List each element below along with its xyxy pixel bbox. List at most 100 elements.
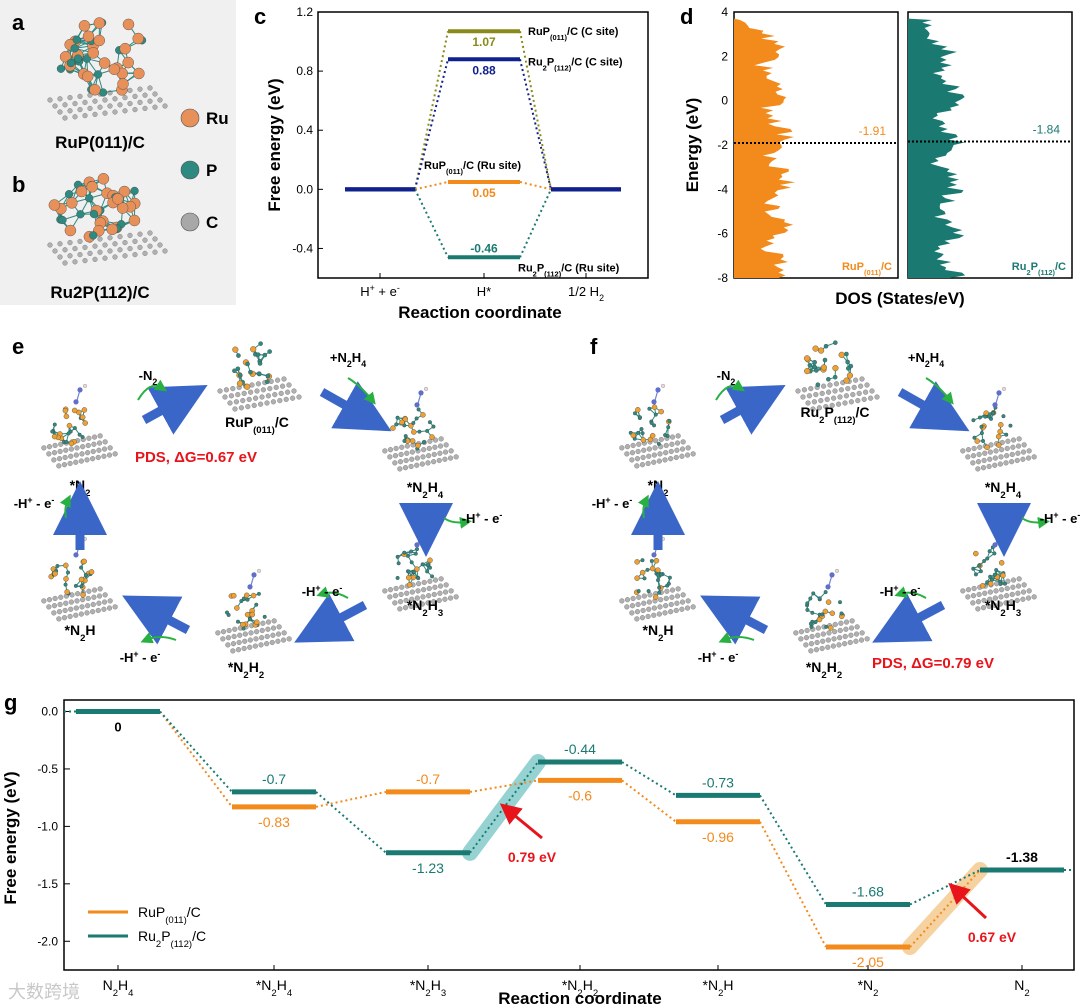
- carbon-atom: [152, 236, 158, 242]
- carbon-atom: [675, 586, 681, 592]
- p-atom: [412, 569, 417, 574]
- label-part: H: [428, 479, 438, 495]
- carbon-atom: [810, 406, 816, 412]
- p-atom: [839, 611, 844, 616]
- carbon-atom: [662, 457, 668, 463]
- carbon-atom: [993, 588, 999, 594]
- label-part: H: [360, 284, 369, 299]
- label-part: +: [133, 649, 138, 659]
- p-atom: [665, 583, 670, 588]
- carbon-atom: [147, 98, 153, 104]
- n-atom: [829, 572, 835, 578]
- carbon-atom: [1016, 576, 1022, 582]
- carbon-atom: [80, 597, 86, 603]
- step-label: -H+ - e-: [462, 510, 503, 526]
- label-part: 2: [925, 359, 930, 369]
- carbon-atom: [63, 447, 69, 453]
- carbon-atom: [96, 593, 103, 599]
- catalyst-model: [215, 568, 292, 654]
- carbon-atom: [68, 453, 74, 459]
- carbon-atom: [993, 448, 999, 454]
- panel-c: c 1.20.80.40.0-0.4H+ + e- H* 1/2 H21.070.8…: [254, 4, 649, 322]
- carbon-atom: [96, 440, 103, 446]
- carbon-atom: [862, 389, 869, 395]
- carbon-atom: [674, 447, 680, 453]
- carbon-atom: [987, 449, 993, 455]
- carbon-atom: [235, 647, 242, 653]
- carbon-atom: [392, 600, 398, 606]
- ru-atom: [846, 372, 854, 379]
- label-part: RuP: [138, 904, 165, 920]
- ru-atom: [234, 605, 240, 611]
- species-label: *N2: [70, 477, 91, 499]
- carbon-atom: [1014, 457, 1020, 464]
- atom-cluster: [628, 404, 672, 446]
- catalyst-model: [619, 536, 696, 622]
- atom-cluster: [803, 340, 854, 387]
- carbon-atom: [264, 400, 270, 406]
- p-atom: [396, 561, 401, 566]
- carbon-atom: [399, 444, 405, 450]
- carbon-atom: [242, 631, 248, 637]
- y-tick-label: 0.4: [296, 123, 313, 137]
- carbon-atom: [843, 393, 850, 399]
- p-atom: [394, 422, 399, 427]
- p-atom: [425, 562, 430, 567]
- ru-atom: [63, 413, 70, 420]
- carbon-atom: [232, 626, 238, 632]
- ru-atom: [122, 56, 134, 69]
- carbon-atom: [283, 396, 289, 403]
- y-tick-label: -1.0: [37, 819, 58, 833]
- label-part: H*: [477, 284, 491, 299]
- carbon-atom: [856, 390, 862, 397]
- carbon-atom: [970, 593, 977, 599]
- atom-cluster: [805, 590, 845, 631]
- carbon-atom: [137, 231, 143, 237]
- label-part: 2: [1024, 988, 1029, 999]
- carbon-atom: [57, 448, 63, 455]
- carbon-atom: [813, 392, 819, 398]
- carbon-atom: [830, 395, 837, 401]
- connector: [759, 794, 827, 906]
- carbon-atom: [402, 605, 409, 611]
- x-tick-label: *N2H: [703, 977, 734, 999]
- x-tick-label: *N2H3: [410, 977, 446, 999]
- carbon-atom: [673, 454, 679, 461]
- carbon-atom: [402, 465, 409, 471]
- p-atom: [971, 418, 976, 423]
- ru-atom: [232, 346, 239, 353]
- label-part: P: [1031, 261, 1038, 273]
- p-atom: [978, 569, 983, 574]
- carbon-atom: [84, 610, 90, 616]
- carbon-atom: [57, 254, 63, 260]
- connector: [759, 821, 827, 948]
- carbon-atom: [653, 438, 659, 444]
- ru-atom: [119, 42, 131, 55]
- p-atom: [808, 596, 813, 601]
- carbon-atom: [669, 587, 676, 593]
- graphene-slab: [215, 618, 292, 654]
- carbon-atom: [851, 384, 857, 391]
- carbon-atom: [237, 632, 243, 638]
- carbon-atom: [142, 237, 148, 243]
- carbon-atom: [453, 594, 459, 600]
- p-atom: [642, 576, 647, 581]
- carbon-atom: [874, 394, 880, 400]
- p-atom: [406, 569, 411, 574]
- y-tick-label: 0.0: [41, 704, 58, 718]
- carbon-atom: [848, 399, 855, 405]
- carbon-atom: [57, 109, 63, 115]
- carbon-atom: [248, 630, 254, 636]
- carbon-atom: [157, 97, 163, 103]
- carbon-atom: [399, 584, 405, 590]
- p-atom: [254, 602, 259, 607]
- carbon-atom: [80, 444, 86, 450]
- carbon-atom: [640, 454, 646, 461]
- connector: [159, 710, 233, 808]
- label-part: H: [583, 977, 593, 993]
- label-part: -N: [139, 368, 153, 383]
- carbon-atom: [994, 581, 1000, 587]
- carbon-atom: [416, 581, 422, 587]
- carbon-atom: [404, 450, 410, 456]
- atom-cluster: [633, 557, 672, 600]
